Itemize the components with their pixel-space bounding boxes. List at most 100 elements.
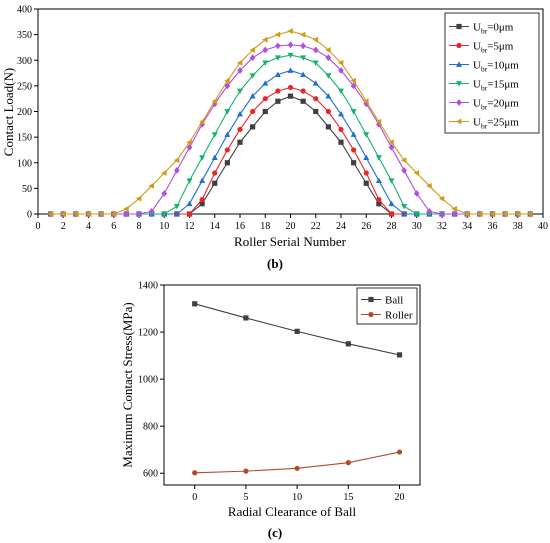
legend-box	[444, 12, 540, 134]
data-point	[110, 211, 117, 217]
data-point	[186, 178, 193, 184]
data-point	[451, 205, 457, 212]
y-tick-label: 300	[17, 56, 32, 67]
data-point	[345, 341, 351, 347]
y-axis-label: Maximum Contact Stress(MPa)	[120, 302, 135, 467]
data-point	[287, 93, 294, 99]
data-point	[300, 71, 307, 77]
data-point	[313, 108, 319, 115]
data-point	[413, 211, 420, 218]
data-point	[186, 139, 192, 146]
data-point	[262, 46, 269, 54]
y-tick-label: 200	[17, 107, 32, 118]
data-point	[312, 46, 319, 54]
legend-marker	[456, 81, 462, 87]
data-point	[502, 211, 508, 217]
data-point	[363, 154, 370, 160]
legend-label: Ubr=5μm	[473, 41, 514, 55]
data-point	[376, 120, 382, 128]
data-point	[199, 197, 205, 203]
data-point	[123, 205, 129, 212]
data-point	[250, 124, 256, 130]
legend-marker	[456, 61, 462, 67]
plot-frame	[163, 284, 421, 486]
data-point	[338, 126, 344, 133]
x-tick-label: 0	[192, 492, 197, 503]
panel-label-b: (b)	[267, 256, 283, 271]
x-tick-label: 34	[462, 221, 472, 232]
y-tick-label: 1400	[138, 281, 158, 292]
x-tick-label: 4	[86, 221, 91, 232]
x-tick-label: 5	[243, 492, 248, 503]
data-point	[294, 328, 300, 334]
data-point	[249, 54, 256, 62]
data-point	[426, 208, 433, 215]
legend: Ubr=0μm Ubr=5μm Ubr=10μm Ubr=15μm Ubr=20μm Ub…	[444, 12, 540, 134]
data-point	[60, 211, 66, 217]
data-point	[338, 139, 344, 145]
data-point	[199, 155, 206, 161]
series-1	[192, 449, 403, 476]
data-point	[388, 178, 395, 184]
data-point	[249, 93, 256, 99]
data-point	[350, 77, 356, 84]
x-tick-label: 20	[286, 221, 296, 232]
data-point	[47, 211, 53, 217]
data-point	[161, 190, 168, 197]
data-point	[262, 108, 268, 115]
data-point	[350, 131, 357, 137]
data-point	[287, 41, 294, 49]
data-point	[237, 110, 243, 117]
data-point	[345, 460, 351, 466]
y-tick-label: 600	[143, 469, 158, 480]
data-point	[249, 73, 256, 79]
data-point	[199, 201, 205, 207]
x-tick-label: 2	[61, 221, 66, 232]
data-point	[388, 139, 394, 146]
data-point	[237, 139, 243, 145]
legend-marker	[368, 311, 374, 318]
legend-label: Ubr=0μm	[473, 22, 514, 36]
data-point	[287, 67, 294, 73]
data-point	[388, 211, 395, 217]
data-point	[338, 88, 344, 95]
data-point	[274, 31, 281, 38]
data-point	[236, 59, 243, 66]
data-point	[123, 210, 130, 218]
data-point	[325, 73, 332, 79]
data-point	[161, 170, 167, 176]
x-tick-label: 10	[159, 221, 169, 232]
y-tick-label: 1200	[138, 328, 158, 339]
legend-marker	[368, 296, 374, 303]
data-point	[300, 98, 306, 104]
data-point	[275, 98, 281, 104]
data-point	[413, 190, 420, 197]
data-point	[287, 28, 293, 35]
x-tick-label: 38	[513, 221, 523, 232]
data-point	[350, 82, 357, 90]
data-point	[312, 80, 319, 86]
data-point	[243, 315, 249, 321]
series-5	[47, 28, 533, 217]
data-point	[262, 80, 269, 86]
x-tick-label: 14	[210, 221, 220, 232]
data-point	[376, 201, 382, 207]
x-tick-label: 18	[260, 221, 270, 232]
data-point	[325, 47, 331, 53]
data-point	[363, 132, 370, 138]
data-point	[237, 67, 243, 74]
data-point	[363, 180, 369, 186]
y-tick-label: 0	[27, 210, 32, 221]
legend-label: Ubr=15μm	[473, 79, 519, 93]
data-point	[476, 211, 483, 217]
x-tick-label: 24	[336, 221, 346, 232]
data-point	[325, 93, 332, 99]
data-point	[325, 124, 331, 130]
data-point	[275, 88, 281, 94]
data-point	[262, 60, 269, 66]
series-0	[192, 301, 403, 358]
x-tick-label: 0	[36, 221, 41, 232]
data-point	[274, 71, 281, 77]
data-point	[224, 82, 231, 90]
data-point	[186, 200, 193, 207]
